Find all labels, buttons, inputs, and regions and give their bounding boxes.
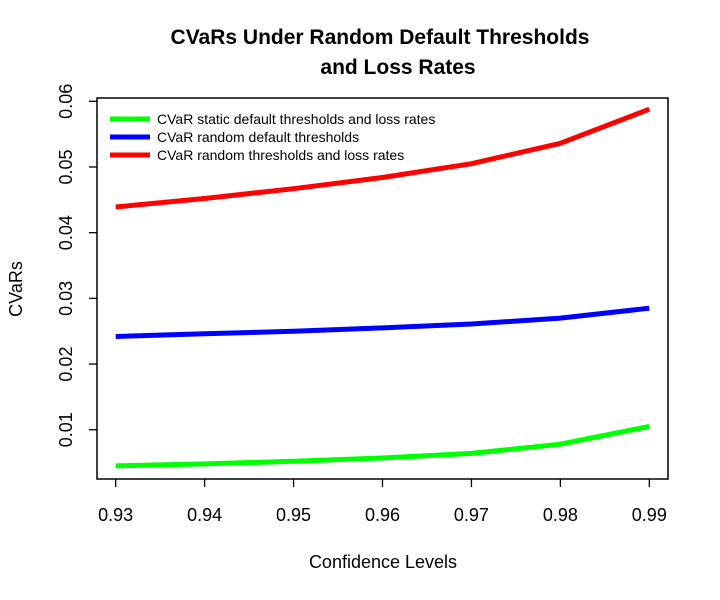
x-axis: 0.93 0.94 0.95 0.96 0.97 0.98 0.99 bbox=[98, 479, 667, 525]
x-tick-label: 0.97 bbox=[454, 505, 489, 525]
y-tick-label: 0.02 bbox=[56, 347, 76, 382]
y-axis: 0.01 0.02 0.03 0.04 0.05 0.06 bbox=[56, 84, 97, 447]
legend-label-2: CVaR random default thresholds bbox=[157, 129, 359, 145]
x-tick-label: 0.99 bbox=[632, 505, 667, 525]
series-line-1 bbox=[115, 423, 650, 469]
x-tick-label: 0.93 bbox=[98, 505, 133, 525]
y-tick-label: 0.04 bbox=[56, 215, 76, 250]
legend-label-1: CVaR static default thresholds and loss … bbox=[157, 111, 435, 127]
series-line-2 bbox=[115, 305, 650, 339]
x-tick-label: 0.98 bbox=[543, 505, 578, 525]
y-tick-label: 0.01 bbox=[56, 412, 76, 447]
y-tick-label: 0.06 bbox=[56, 84, 76, 119]
y-tick-label: 0.03 bbox=[56, 281, 76, 316]
y-axis-label: CVaRs bbox=[6, 261, 26, 317]
x-axis-label: Confidence Levels bbox=[309, 552, 457, 572]
legend: CVaR static default thresholds and loss … bbox=[110, 111, 435, 163]
series-layer bbox=[115, 106, 651, 469]
y-tick-label: 0.05 bbox=[56, 149, 76, 184]
x-tick-label: 0.95 bbox=[276, 505, 311, 525]
x-tick-label: 0.96 bbox=[365, 505, 400, 525]
x-tick-label: 0.94 bbox=[187, 505, 222, 525]
chart-title-line-2: and Loss Rates bbox=[320, 56, 475, 79]
chart-title-line-1: CVaRs Under Random Default Thresholds bbox=[171, 26, 590, 49]
legend-label-3: CVaR random thresholds and loss rates bbox=[157, 147, 404, 163]
series-line-3 bbox=[115, 106, 651, 210]
